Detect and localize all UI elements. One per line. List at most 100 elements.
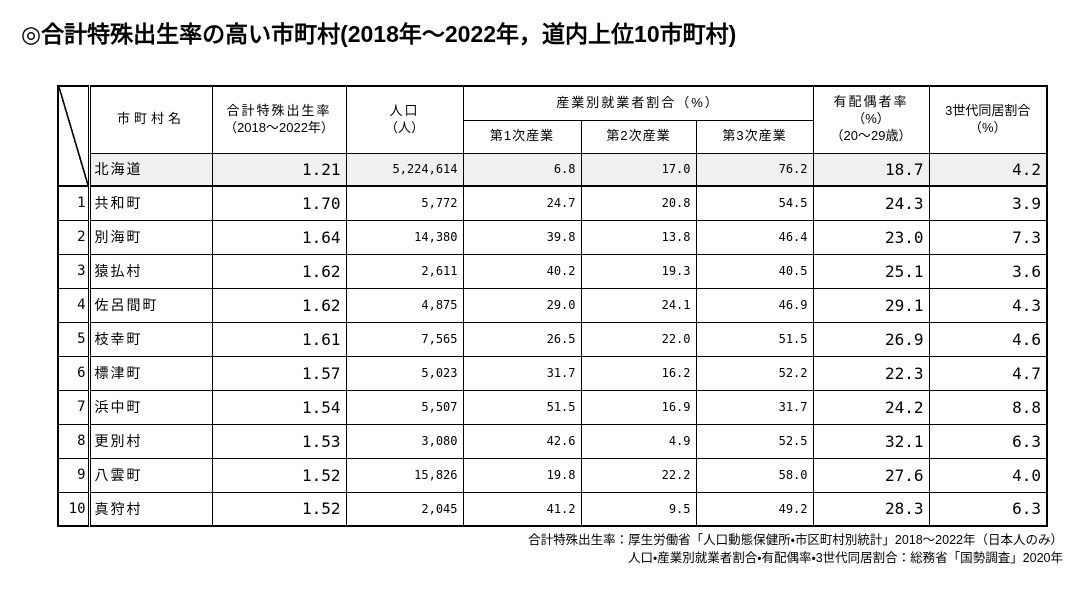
tfr-cell: 1.61 [211,321,347,357]
municipality-cell: 枝幸町 [88,321,213,357]
spouse-rate-cell: 24.2 [812,389,930,425]
population-cell: 2,045 [345,491,464,527]
industry3-cell: 54.5 [695,185,814,221]
municipality-cell: 北海道 [88,152,213,187]
industry3-cell: 46.9 [695,287,814,323]
rank-cell: 6 [57,355,91,391]
three-gen-cell: 3.6 [928,253,1048,289]
header-row-2: 第1次産業 第2次産業 第3次産業 [58,119,1047,154]
three-gen-cell: 8.8 [928,389,1048,425]
municipality-cell: 八雲町 [88,457,213,493]
col-header-population: 人口 （人） [345,85,464,154]
industry2-cell: 4.9 [580,423,697,459]
table-row-9: 9 八雲町 1.52 15,826 19.8 22.2 58.0 27.6 4.… [57,457,1048,493]
industry3-cell: 58.0 [695,457,814,493]
three-gen-cell: 4.7 [928,355,1048,391]
tfr-cell: 1.52 [211,457,347,493]
col-header-tfr-line2: （2018～2022年） [224,119,334,135]
industry3-cell: 51.5 [695,321,814,357]
tfr-cell: 1.70 [211,185,347,221]
table-row-7: 7 浜中町 1.54 5,507 51.5 16.9 31.7 24.2 8.8 [57,389,1048,425]
footnote-line-2: 人口・産業別就業者割合・有配偶率・3世代同居割合：総務省「国勢調査」2020年 [627,551,1063,566]
industry3-cell: 31.7 [695,389,814,425]
industry1-cell: 42.6 [462,423,582,459]
spouse-rate-cell: 26.9 [812,321,930,357]
spouse-rate-cell: 18.7 [812,152,930,187]
rank-cell: 2 [57,219,91,255]
spouse-rate-cell: 29.1 [812,287,930,323]
municipality-cell: 更別村 [88,423,213,459]
municipality-cell: 佐呂間町 [88,287,213,323]
industry1-cell: 39.8 [462,219,582,255]
footnote-line-1: 合計特殊出生率：厚生労働省「人口動態保健所・市区町村別統計」2018～2022年… [528,533,1063,547]
spouse-rate-cell: 23.0 [812,219,930,255]
spouse-rate-cell: 27.6 [812,457,930,493]
spouse-rate-cell: 25.1 [812,253,930,289]
table-row-2: 2 別海町 1.64 14,380 39.8 13.8 46.4 23.0 7.… [57,219,1048,255]
col-header-three-gen-line1: 3世代同居割合 [945,102,1031,118]
industry1-cell: 31.7 [462,355,582,391]
three-gen-cell: 4.2 [928,152,1048,187]
table-row-6: 6 標津町 1.57 5,023 31.7 16.2 52.2 22.3 4.7 [57,355,1048,391]
col-header-tfr-line1: 合計特殊出生率 [226,102,332,118]
three-gen-cell: 6.3 [928,491,1048,527]
industry2-cell: 24.1 [580,287,697,323]
tfr-cell: 1.52 [211,491,347,527]
industry1-cell: 26.5 [462,321,582,357]
industry2-cell: 17.0 [580,152,697,187]
population-cell: 7,565 [345,321,464,357]
header-row-1: 市町村名 合計特殊出生率 （2018～2022年） 人口 （人） 産業別就業者割… [57,85,1048,187]
col-header-industry-3: 第3次産業 [695,119,814,154]
page-title: ◎合計特殊出生率の高い市町村(2018年～2022年，道内上位10市町村) [21,21,737,47]
rank-cell: 3 [57,253,91,289]
population-cell: 15,826 [345,457,464,493]
rank-cell: 5 [57,321,91,357]
industry2-cell: 22.2 [580,457,697,493]
industry2-cell: 22.0 [580,321,697,357]
col-header-industry-2: 第2次産業 [580,119,697,154]
table-row-1: 1 共和町 1.70 5,772 24.7 20.8 54.5 24.3 3.9 [57,185,1048,221]
col-header-spouse-rate-line2: （%） [852,111,890,127]
industry3-cell: 52.5 [695,423,814,459]
spouse-rate-cell: 32.1 [812,423,930,459]
col-header-industry-group: 産業別就業者割合（%） [462,85,814,121]
industry1-cell: 29.0 [462,287,582,323]
rank-cell: 1 [57,185,91,221]
population-cell: 14,380 [345,219,464,255]
industry2-cell: 16.2 [580,355,697,391]
col-header-spouse-rate-line3: （20～29歳） [830,128,912,144]
spouse-rate-cell: 28.3 [812,491,930,527]
tfr-cell: 1.64 [211,219,347,255]
municipality-cell: 別海町 [88,219,213,255]
three-gen-cell: 4.3 [928,287,1048,323]
col-header-industry-1: 第1次産業 [462,119,582,154]
tfr-cell: 1.21 [211,152,347,187]
tfr-cell: 1.53 [211,423,347,459]
col-header-spouse-rate: 有配偶者率 （%） （20～29歳） [812,85,930,154]
industry3-cell: 46.4 [695,219,814,255]
rank-cell: 4 [57,287,91,323]
industry1-cell: 41.2 [462,491,582,527]
table-row-8: 8 更別村 1.53 3,080 42.6 4.9 52.5 32.1 6.3 [57,423,1048,459]
rank-cell: 8 [57,423,91,459]
three-gen-cell: 4.6 [928,321,1048,357]
municipality-cell: 標津町 [88,355,213,391]
col-header-tfr: 合計特殊出生率 （2018～2022年） [211,85,347,154]
industry2-cell: 13.8 [580,219,697,255]
col-header-three-gen-line2: （%） [968,119,1007,135]
industry1-cell: 51.5 [462,389,582,425]
industry3-cell: 49.2 [695,491,814,527]
population-cell: 3,080 [345,423,464,459]
tfr-cell: 1.54 [211,389,347,425]
industry3-cell: 76.2 [695,152,814,187]
col-header-population-line1: 人口 [389,102,420,118]
industry2-cell: 19.3 [580,253,697,289]
table-row-10: 10 真狩村 1.52 2,045 41.2 9.5 49.2 28.3 6.3 [57,491,1048,527]
industry1-cell: 40.2 [462,253,582,289]
col-header-three-gen: 3世代同居割合 （%） [928,85,1048,154]
population-cell: 5,224,614 [345,152,464,187]
industry3-cell: 52.2 [695,355,814,391]
table-row-4: 4 佐呂間町 1.62 4,875 29.0 24.1 46.9 29.1 4.… [57,287,1048,323]
industry2-cell: 9.5 [580,491,697,527]
